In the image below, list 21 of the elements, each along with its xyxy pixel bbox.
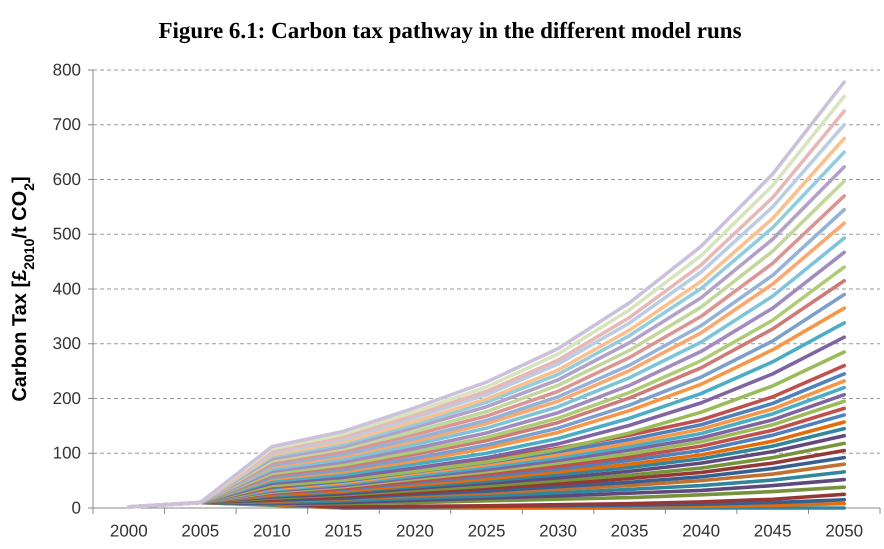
x-tick-label: 2020 — [396, 522, 434, 540]
y-tick-label: 500 — [52, 224, 81, 244]
x-tick-label: 2015 — [324, 522, 362, 540]
y-tick-label: 0 — [72, 498, 81, 518]
y-tick-label: 400 — [52, 279, 81, 298]
y-tick-label: 800 — [52, 60, 81, 80]
y-tick-label: 100 — [52, 444, 81, 463]
y-tick-label: 300 — [52, 334, 81, 354]
x-tick-label: 2045 — [754, 522, 792, 540]
x-tick-label: 2040 — [682, 522, 720, 540]
y-tick-label: 200 — [52, 388, 81, 408]
x-tick-label: 2010 — [252, 522, 291, 540]
chart-title: Figure 6.1: Carbon tax pathway in the different model runs — [158, 18, 742, 44]
x-tick-label: 2025 — [468, 522, 506, 540]
x-tick-label: 2005 — [181, 522, 220, 540]
x-tick-label: 2030 — [539, 522, 577, 540]
x-tick-label: 2035 — [610, 522, 649, 540]
x-tick-label: 2050 — [825, 522, 864, 540]
y-tick-label: 600 — [52, 170, 81, 189]
x-tick-label: 2000 — [110, 522, 148, 540]
y-tick-label: 700 — [52, 115, 81, 134]
